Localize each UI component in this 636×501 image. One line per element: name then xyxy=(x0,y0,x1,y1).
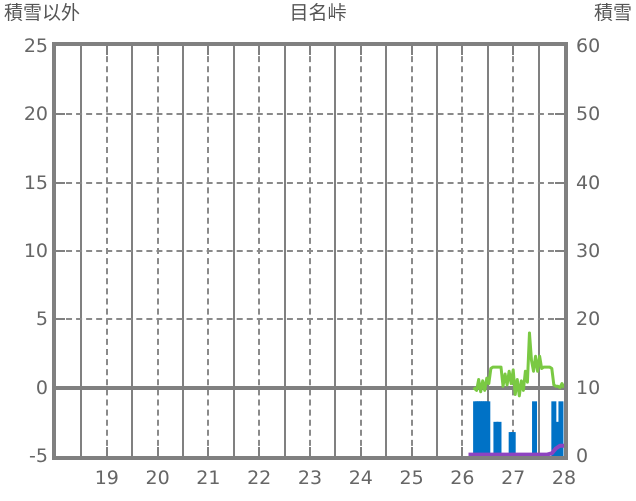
hgrid-15 xyxy=(56,181,564,184)
y-left-tick-label-25: 25 xyxy=(23,35,48,57)
x-tick-top xyxy=(359,46,362,55)
x-tick-top xyxy=(258,46,261,55)
y-right-tick-label-0: 0 xyxy=(576,445,589,467)
x-tick-label-24: 24 xyxy=(348,467,373,489)
bar xyxy=(510,432,516,456)
x-tick-bottom xyxy=(461,447,464,456)
x-tick-top xyxy=(156,46,159,55)
y-left-tick-label-15: 15 xyxy=(23,171,48,194)
x-tick-label-27: 27 xyxy=(501,467,526,489)
series-line-積雪深 xyxy=(468,443,564,456)
x-tick-bottom xyxy=(385,447,388,456)
x-tick-top xyxy=(461,46,464,55)
x-tick-bottom xyxy=(309,447,311,456)
hgrid-5 xyxy=(56,318,564,321)
y-left-tick-label-10: 10 xyxy=(23,240,48,262)
y-tick-right xyxy=(555,181,564,184)
x-tick-label-20: 20 xyxy=(145,467,170,489)
y-tick-left xyxy=(56,250,65,252)
series-layer xyxy=(468,331,564,456)
y-left-tick-label-0: 0 xyxy=(35,376,48,399)
y-tick-left xyxy=(56,181,65,184)
x-tick-label-26: 26 xyxy=(450,467,475,489)
bar xyxy=(558,401,564,456)
x-tick-bottom xyxy=(156,447,159,456)
x-tick-label-19: 19 xyxy=(94,467,119,489)
x-tick-top xyxy=(385,46,388,55)
bar xyxy=(485,401,491,456)
x-tick-bottom xyxy=(359,447,362,456)
plot-inner xyxy=(56,46,564,456)
y-tick-right xyxy=(555,318,564,321)
y-tick-left xyxy=(56,386,65,389)
hgrid-20 xyxy=(56,113,564,116)
y-tick-left xyxy=(56,318,65,321)
y-right-tick-label-50: 50 xyxy=(576,103,601,126)
right-axis-title: 積雪 xyxy=(593,2,632,24)
x-tick-label-22: 22 xyxy=(247,467,272,489)
y-right-tick-label-40: 40 xyxy=(576,171,601,194)
x-tick-top xyxy=(80,46,83,55)
series-bars-降水量 xyxy=(473,401,564,456)
x-tick-bottom xyxy=(283,447,286,456)
x-tick-top xyxy=(436,46,438,55)
y-left-tick-label-5: 5 xyxy=(35,308,48,331)
x-tick-top xyxy=(410,46,413,55)
bar xyxy=(496,421,502,456)
plot-area xyxy=(52,42,568,460)
x-tick-bottom xyxy=(258,447,261,456)
left-axis-title: 積雪以外 xyxy=(4,2,81,24)
x-tick-label-25: 25 xyxy=(399,467,424,489)
x-tick-label-23: 23 xyxy=(297,467,323,489)
series-line-気温 xyxy=(472,331,564,398)
x-tick-top xyxy=(309,46,311,55)
y-left-tick-label-20: 20 xyxy=(23,103,48,126)
x-tick-bottom xyxy=(131,447,134,456)
y-right-tick-label-60: 60 xyxy=(576,35,601,57)
x-tick-top xyxy=(105,46,108,55)
hgrid-0 xyxy=(56,385,564,390)
y-tick-right xyxy=(555,250,564,252)
x-tick-top xyxy=(537,46,540,55)
y-right-tick-label-30: 30 xyxy=(576,240,601,262)
x-tick-bottom xyxy=(80,447,83,456)
bar xyxy=(555,421,561,456)
x-tick-bottom xyxy=(537,447,540,456)
hgrid-10 xyxy=(56,250,564,252)
x-tick-top xyxy=(283,46,286,55)
bar xyxy=(493,421,499,456)
x-tick-top xyxy=(182,46,184,55)
x-tick-top xyxy=(207,46,210,55)
x-tick-top xyxy=(512,46,515,55)
x-tick-bottom xyxy=(207,447,210,456)
x-tick-top xyxy=(232,46,235,55)
x-tick-top xyxy=(486,46,489,55)
y-left-tick-label--5: -5 xyxy=(29,445,48,467)
y-tick-left xyxy=(56,113,65,116)
x-tick-bottom xyxy=(182,447,184,456)
bar xyxy=(551,401,557,456)
y-tick-right xyxy=(555,113,564,116)
x-tick-label-28: 28 xyxy=(551,467,577,489)
y-right-tick-label-20: 20 xyxy=(576,308,601,331)
x-tick-bottom xyxy=(334,447,337,456)
x-tick-label-21: 21 xyxy=(196,467,221,489)
x-tick-bottom xyxy=(436,447,438,456)
x-tick-bottom xyxy=(232,447,235,456)
y-right-tick-label-10: 10 xyxy=(576,376,601,399)
x-tick-bottom xyxy=(410,447,413,456)
chart-title: 目名峠 xyxy=(289,2,347,24)
x-tick-top xyxy=(334,46,337,55)
x-tick-bottom xyxy=(105,447,108,456)
x-tick-top xyxy=(131,46,134,55)
bar xyxy=(532,401,538,456)
